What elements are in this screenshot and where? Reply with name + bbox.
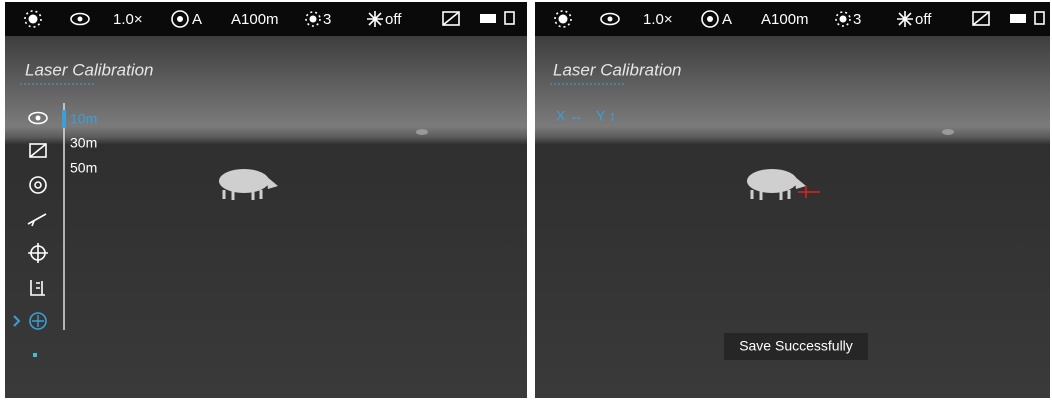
- axis-hint: Y ↕: [596, 108, 616, 124]
- aperture: A: [192, 11, 202, 28]
- axis-hint: X ↔: [556, 108, 583, 124]
- brightness: 3: [323, 11, 331, 28]
- zoom: 1.0×: [643, 11, 673, 28]
- toast-text: Save Successfully: [739, 338, 853, 354]
- distance-option[interactable]: 30m: [70, 135, 97, 151]
- range: A100m: [761, 11, 809, 28]
- aperture: A: [722, 11, 732, 28]
- zoom: 1.0×: [113, 11, 143, 28]
- screenshot: 1.0× A A100m 3 off Laser Calibration: [0, 0, 1052, 400]
- left-panel: 1.0× A A100m 3 off Laser Calibration: [5, 2, 527, 398]
- laser-state: off: [915, 11, 932, 28]
- thermal-view: [5, 36, 527, 398]
- laser-state: off: [385, 11, 402, 28]
- mode-title: Laser Calibration: [553, 60, 682, 79]
- brightness: 3: [853, 11, 861, 28]
- distance-option[interactable]: 50m: [70, 160, 97, 176]
- range: A100m: [231, 11, 279, 28]
- right-panel: 1.0× A A100m 3 off Laser Calibration X ↔…: [535, 2, 1050, 398]
- mode-title: Laser Calibration: [25, 60, 154, 79]
- distance-option[interactable]: 10m: [70, 111, 97, 127]
